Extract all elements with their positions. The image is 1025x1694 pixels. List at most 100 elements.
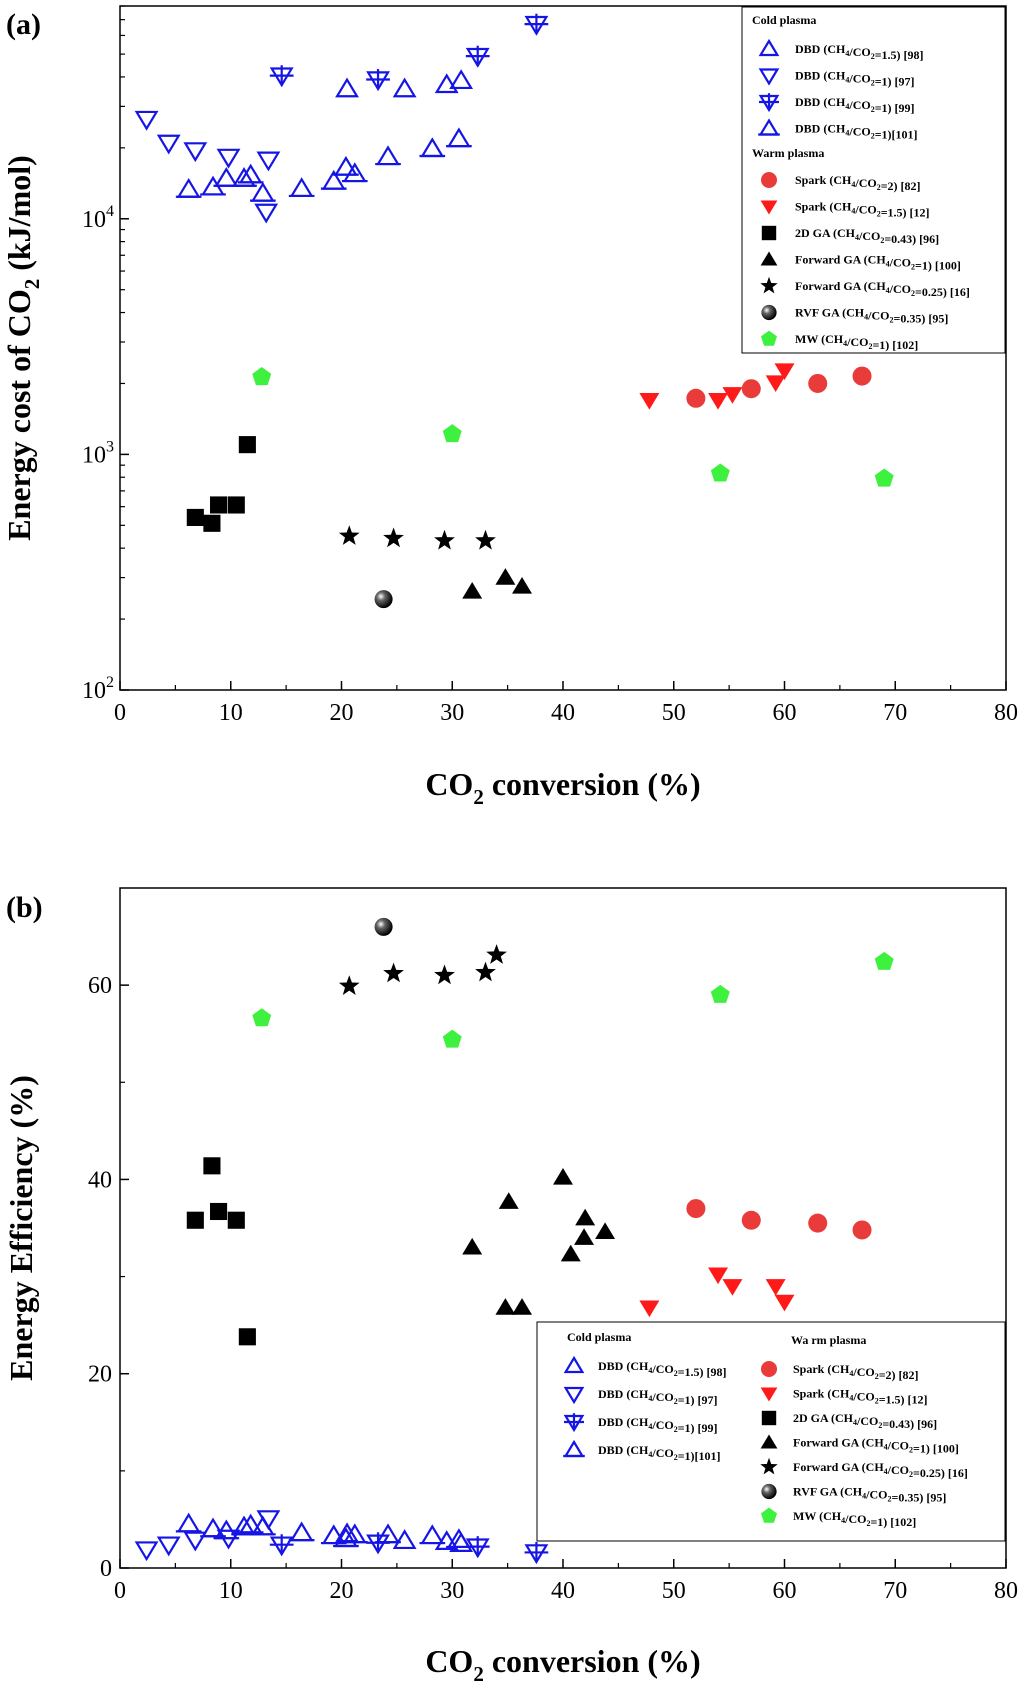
data-point-spark82 <box>741 379 761 399</box>
data-point-ga96 <box>238 436 256 454</box>
data-point-dbd101 <box>231 167 257 187</box>
legend-marker-dbd99 <box>758 93 780 113</box>
data-point-dbd101 <box>288 1521 315 1542</box>
x-tick-label: 80 <box>994 700 1018 726</box>
legend-marker-rvf95 <box>761 1483 777 1500</box>
legend-group-warm: Wa rm plasma <box>791 1333 866 1347</box>
data-point-spark12 <box>639 1300 660 1318</box>
legend-label-rvf95: RVF GA (CH4/CO2=0.35) [95] <box>795 306 948 326</box>
data-point-dbd99 <box>366 69 390 92</box>
legend-marker-mw102 <box>761 1507 777 1523</box>
chart-panel-b: (b) 0 10 20 30 40 50 60 70 80 0 20 40 60 CO2 conver… <box>3 887 1018 1686</box>
legend-label-rvf95: RVF GA (CH4/CO2=0.35) [95] <box>793 1485 946 1505</box>
legend-marker-dbd99 <box>563 1413 585 1433</box>
data-point-dbd101 <box>333 155 359 176</box>
data-point-ga96 <box>186 508 204 526</box>
data-point-spark12 <box>708 392 729 410</box>
plot-points-a <box>134 13 894 609</box>
data-point-dbd99 <box>465 45 490 68</box>
legend-marker-rvf95 <box>761 304 777 321</box>
legend-marker-dbd101 <box>563 1439 585 1458</box>
x-tick-label: 30 <box>440 700 464 726</box>
legend-label-spark82: Spark (CH4/CO2=2) [82] <box>793 1362 919 1382</box>
legend-label-ga16: Forward GA (CH4/CO2=0.25) [16] <box>795 279 970 299</box>
x-tick-label: 0 <box>114 700 126 726</box>
data-point-ga100 <box>575 1208 596 1226</box>
legend-label-dbd97: DBD (CH4/CO2=1) [97] <box>795 69 915 89</box>
data-point-spark12 <box>765 1279 786 1296</box>
data-point-ga96 <box>186 1211 204 1229</box>
data-point-ga100 <box>553 1167 573 1185</box>
data-point-ga16 <box>475 529 496 550</box>
x-tick-label: 10 <box>219 700 243 726</box>
x-tick-label: 50 <box>662 1578 686 1604</box>
x-tick-label: 20 <box>330 1578 354 1604</box>
panel-label-a: (a) <box>6 8 41 41</box>
legend-marker-dbd97 <box>758 68 780 86</box>
legend-label-spark82: Spark (CH4/CO2=2) [82] <box>795 173 921 193</box>
data-point-ga100 <box>560 1244 581 1262</box>
legend-label-ga96: 2D GA (CH4/CO2=0.43) [96] <box>793 1411 937 1431</box>
data-point-mw102 <box>874 468 894 487</box>
x-tick-label: 40 <box>551 700 575 726</box>
legend-label-dbd101: DBD (CH4/CO2=1)[101] <box>598 1443 721 1463</box>
legend-a: Cold plasma DBD (CH4/CO2=1.5) [98] DBD (CH… <box>741 6 1006 354</box>
data-point-ga100 <box>495 568 516 585</box>
y-tick-label: 40 <box>88 1167 112 1193</box>
legend-label-ga96: 2D GA (CH4/CO2=0.43) [96] <box>795 226 939 246</box>
legend-marker-dbd98 <box>758 38 780 57</box>
data-point-dbd101 <box>375 1523 401 1544</box>
data-point-spark82 <box>852 366 872 386</box>
legend-marker-mw102 <box>761 330 777 346</box>
legend-label-ga16: Forward GA (CH4/CO2=0.25) [16] <box>793 1460 968 1480</box>
data-point-dbd101 <box>237 1513 264 1534</box>
legend-label-dbd98: DBD (CH4/CO2=1.5) [98] <box>598 1359 727 1379</box>
data-point-ga100 <box>462 581 483 599</box>
x-tick-label: 40 <box>551 1578 575 1604</box>
data-point-spark12 <box>639 392 660 410</box>
data-point-spark82 <box>686 388 706 408</box>
data-point-ga100 <box>495 1298 516 1315</box>
legend-box <box>741 6 1006 354</box>
y-tick-label: 0 <box>100 1556 112 1582</box>
data-point-ga16 <box>486 944 507 964</box>
legend-marker-spark12 <box>760 1387 778 1402</box>
legend-marker-dbd98 <box>563 1355 585 1374</box>
x-tick-label: 50 <box>662 700 686 726</box>
data-point-ga16 <box>383 962 404 983</box>
y-tick-label: 20 <box>88 1362 112 1388</box>
legend-label-dbd101: DBD (CH4/CO2=1)[101] <box>795 122 918 142</box>
data-point-dbd101 <box>320 169 347 190</box>
data-point-spark82 <box>686 1199 706 1219</box>
data-point-spark12 <box>722 1279 743 1296</box>
data-point-dbd99 <box>269 1534 294 1557</box>
x-axis-label-b: CO2 conversion (%) <box>425 1643 700 1686</box>
data-point-spark12 <box>774 363 795 381</box>
legend-marker-ga100 <box>760 251 778 266</box>
x-tick-label: 10 <box>219 1578 243 1604</box>
legend-label-spark12: Spark (CH4/CO2=1.5) [12] <box>795 200 930 220</box>
x-tick-label: 60 <box>773 1578 797 1604</box>
data-point-ga16 <box>434 529 455 550</box>
data-point-dbd97 <box>216 148 241 169</box>
legend-marker-dbd101 <box>758 118 780 136</box>
plot-points-b <box>134 917 894 1565</box>
x-ticks-b: 0 10 20 30 40 50 60 70 80 <box>114 1559 1018 1604</box>
data-point-spark12 <box>765 375 786 392</box>
legend-label-dbd98: DBD (CH4/CO2=1.5) [98] <box>795 42 924 62</box>
data-point-mw102 <box>442 424 462 443</box>
data-point-dbd101 <box>375 145 401 166</box>
y-tick-label: 60 <box>88 973 112 999</box>
y-axis-label-b: Energy Efficiency (%) <box>3 1075 39 1381</box>
x-tick-label: 70 <box>883 1578 907 1604</box>
y-tick-label: 102 <box>82 674 114 704</box>
data-point-mw102 <box>874 951 894 970</box>
y-ticks-b: 0 20 40 60 <box>88 973 129 1582</box>
data-point-dbd98 <box>392 77 417 98</box>
data-point-dbd98 <box>434 73 459 94</box>
data-point-ga96 <box>227 1211 245 1229</box>
legend-marker-ga96 <box>761 225 777 241</box>
data-point-mw102 <box>710 463 730 482</box>
x-tick-label: 30 <box>440 1578 464 1604</box>
legend-label-ga100: Forward GA (CH4/CO2=1) [100] <box>795 253 961 273</box>
